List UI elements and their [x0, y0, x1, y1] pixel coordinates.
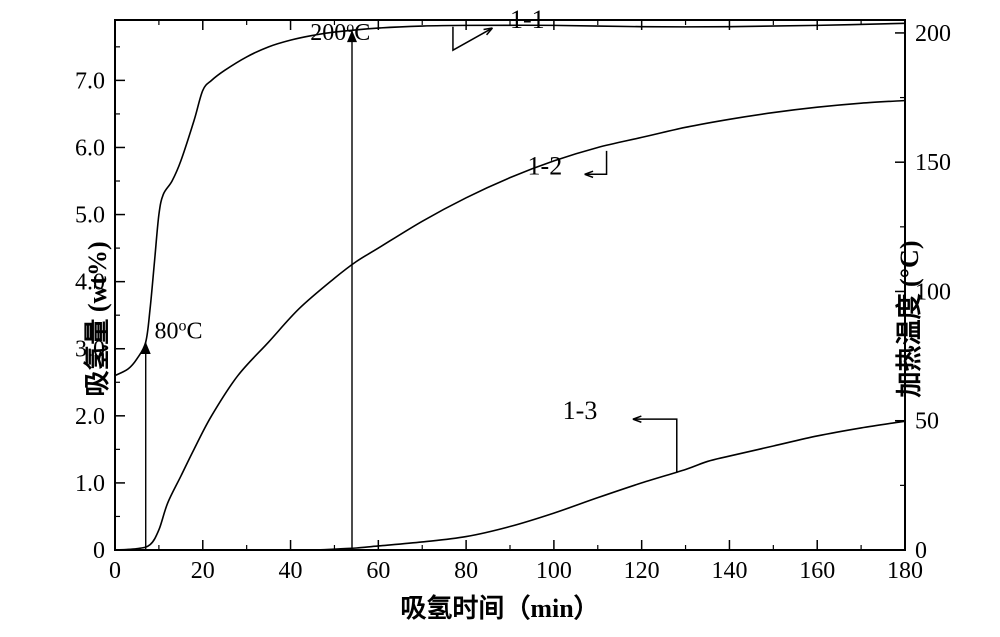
- y2-axis-label: 加热温度 (°C): [889, 240, 926, 397]
- svg-text:50: 50: [915, 409, 939, 435]
- svg-text:160: 160: [799, 558, 835, 584]
- svg-text:20: 20: [191, 558, 215, 584]
- svg-text:0: 0: [109, 558, 121, 584]
- svg-text:0: 0: [93, 538, 105, 564]
- svg-text:7.0: 7.0: [75, 68, 105, 94]
- chart-svg: 02040608010012014016018001.02.03.04.05.0…: [0, 0, 1000, 637]
- y1-axis-label: 吸氢量 (wt%): [77, 241, 114, 396]
- svg-text:1-2: 1-2: [528, 151, 563, 180]
- svg-text:100: 100: [536, 558, 572, 584]
- svg-text:140: 140: [711, 558, 747, 584]
- svg-text:5.0: 5.0: [75, 203, 105, 229]
- svg-text:80oC: 80oC: [155, 318, 203, 345]
- svg-text:200oC: 200oC: [310, 19, 370, 46]
- svg-text:6.0: 6.0: [75, 135, 105, 161]
- svg-text:120: 120: [624, 558, 660, 584]
- svg-text:1-1: 1-1: [510, 5, 545, 34]
- svg-text:200: 200: [915, 21, 951, 47]
- svg-text:1.0: 1.0: [75, 471, 105, 497]
- chart-container: 02040608010012014016018001.02.03.04.05.0…: [0, 0, 1000, 637]
- svg-text:1-3: 1-3: [563, 396, 598, 425]
- svg-text:0: 0: [915, 538, 927, 564]
- svg-text:2.0: 2.0: [75, 404, 105, 430]
- svg-text:80: 80: [454, 558, 478, 584]
- svg-text:40: 40: [279, 558, 303, 584]
- svg-text:150: 150: [915, 150, 951, 176]
- x-axis-label: 吸氢时间（min）: [0, 588, 1000, 625]
- svg-text:60: 60: [366, 558, 390, 584]
